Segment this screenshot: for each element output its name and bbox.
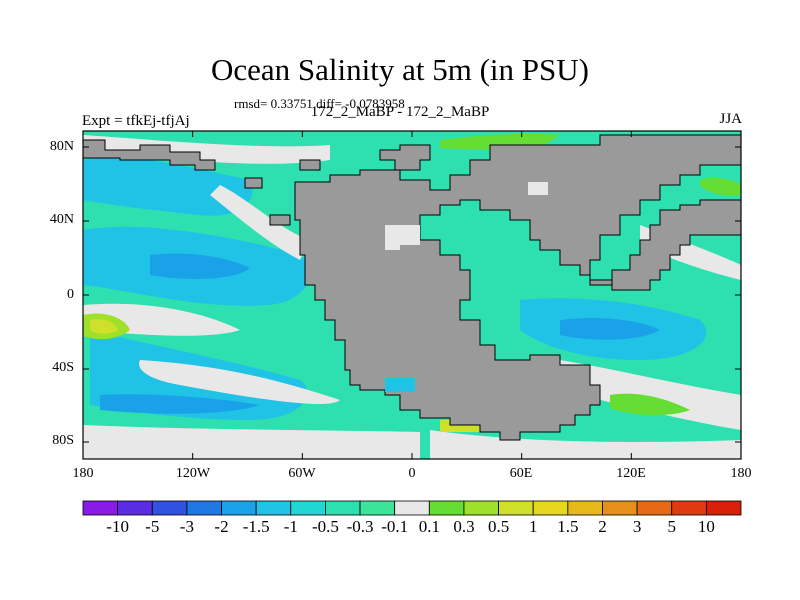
lon-tick-label: 180	[72, 466, 94, 481]
anomaly-yellow-pacific	[90, 319, 118, 334]
colorbar-label: -10	[106, 517, 129, 536]
colorbar-label: -5	[145, 517, 160, 536]
land-arctic-islands	[244, 159, 321, 226]
colorbar-label: 0.1	[418, 517, 440, 536]
lon-tick-label: 60E	[509, 466, 533, 481]
colorbar-box	[463, 500, 499, 516]
lon-tick-label: 120E	[616, 466, 646, 481]
band-white-8	[430, 430, 741, 459]
colorbar-label: -0.5	[311, 517, 339, 536]
land-antarctic-sea	[385, 378, 415, 392]
lat-tick-label: 0	[67, 287, 74, 302]
colorbar-box	[428, 500, 465, 516]
colorbar-label: 2	[598, 517, 607, 536]
lon-tick-label: 60W	[288, 466, 316, 481]
colorbar-box	[82, 500, 119, 516]
lat-tick-label: 80S	[52, 433, 74, 448]
colorbar-label: 0.3	[453, 517, 475, 536]
land-greenland	[379, 144, 431, 171]
colorbar-box	[117, 500, 153, 516]
land-hole-caspian	[528, 182, 548, 195]
lon-tick-label: 180	[730, 466, 752, 481]
lat-tick-label: 40N	[49, 212, 74, 227]
map-field	[83, 131, 741, 459]
colorbar-label: 10	[697, 517, 715, 536]
chart-subtitle: 172_2_MaBP - 172_2_MaBP	[310, 104, 490, 120]
anomaly-blue-npacific	[83, 157, 253, 216]
band-white-5	[83, 425, 420, 459]
colorbar-box	[602, 500, 638, 516]
colorbar-box	[151, 500, 188, 516]
band-white-1	[83, 135, 330, 164]
colorbar-box	[532, 500, 569, 516]
band-white-6	[560, 360, 741, 430]
colorbar-box	[359, 500, 396, 516]
colorbar-box	[255, 500, 292, 516]
colorbar-label: -1	[283, 517, 298, 536]
land-americas-north	[83, 139, 216, 171]
lon-tick-label: 0	[408, 466, 416, 481]
colorbar-box	[186, 500, 222, 516]
colorbar-box	[636, 500, 673, 516]
chart-title: Ocean Salinity at 5m (in PSU)	[211, 52, 589, 87]
colorbar-box	[498, 500, 534, 516]
anomaly-blue-dark2	[560, 318, 660, 340]
colorbar-label: 3	[632, 517, 642, 536]
stats-text: rmsd= 0.33751 diff= -0.0783958	[234, 96, 405, 111]
anomaly-blue-sstrip	[100, 394, 260, 414]
land-hole-med	[385, 225, 420, 250]
lon-tick-label: 120W	[175, 466, 211, 481]
experiment-label: Expt = tfkEj-tfjAj	[82, 113, 190, 129]
season-label: JJA	[719, 111, 742, 127]
colorbar-label: 1	[528, 517, 538, 536]
colorbar-box	[705, 500, 742, 516]
band-white-4	[139, 360, 340, 405]
colorbar	[82, 500, 742, 516]
colorbar-label: 1.5	[557, 517, 579, 536]
colorbar-label: 5	[667, 517, 676, 536]
lat-tick-label: 40S	[52, 360, 74, 375]
colorbar-label: -1.5	[242, 517, 270, 536]
colorbar-box	[290, 500, 326, 516]
axis-ticks	[82, 131, 742, 459]
colorbar-label: -0.3	[346, 517, 374, 536]
anomaly-green-scott	[610, 393, 690, 416]
colorbar-box	[221, 500, 257, 516]
lat-tick-label: 80N	[49, 139, 74, 154]
anomaly-green-arab	[700, 177, 741, 196]
colorbar-label: -3	[179, 517, 194, 536]
colorbar-label: -2	[214, 517, 229, 536]
colorbar-label: 0.5	[487, 517, 510, 536]
colorbar-label: -0.1	[381, 517, 409, 536]
colorbar-box	[567, 500, 603, 516]
land-eurafrica-america	[294, 134, 741, 441]
colorbar-box	[394, 500, 430, 516]
colorbar-box	[325, 500, 361, 516]
band-white-2	[210, 185, 310, 260]
anomaly-blue-dark	[150, 253, 250, 280]
colorbar-box	[671, 500, 707, 516]
